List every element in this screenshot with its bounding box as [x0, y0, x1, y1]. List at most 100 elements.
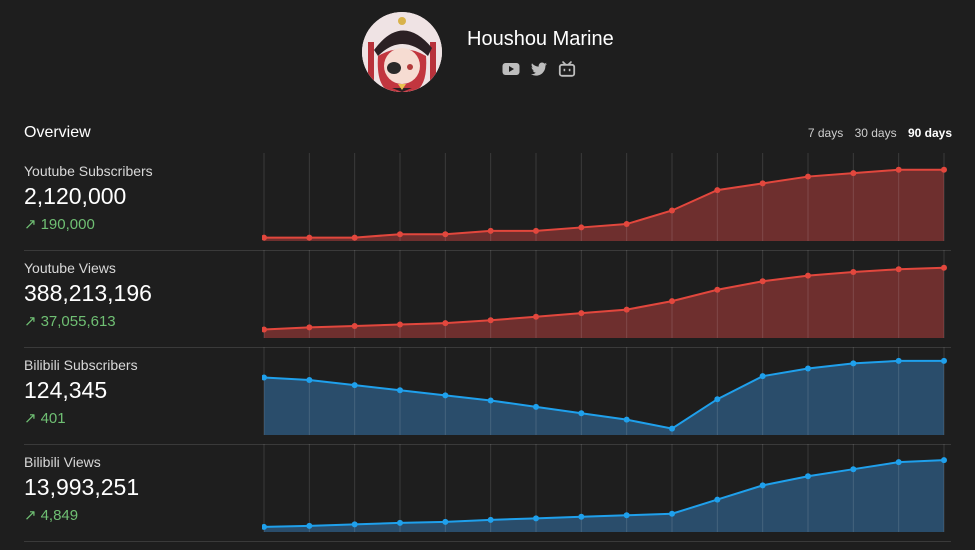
chart-point[interactable] — [941, 166, 947, 173]
stat-delta-value: 190,000 — [40, 216, 95, 233]
stat-delta-value: 37,055,613 — [40, 313, 116, 330]
chart-point[interactable] — [351, 234, 358, 241]
chart-point[interactable] — [759, 482, 766, 489]
stat-label: Youtube Views — [24, 260, 116, 276]
chart-point[interactable] — [714, 396, 721, 403]
chart-point[interactable] — [262, 326, 267, 333]
chart-point[interactable] — [805, 473, 811, 480]
chart-point[interactable] — [759, 278, 766, 285]
chart-point[interactable] — [578, 310, 585, 317]
area-chart — [262, 444, 947, 532]
chart-point[interactable] — [714, 286, 721, 293]
chart-point[interactable] — [623, 306, 630, 313]
chart-line — [263, 459, 945, 528]
chart-area — [264, 267, 944, 338]
chart-point[interactable] — [895, 459, 902, 466]
chart-point[interactable] — [397, 519, 403, 526]
chart-point[interactable] — [669, 510, 675, 517]
chart-point[interactable] — [306, 324, 313, 331]
range-7-days[interactable]: 7 days — [807, 126, 844, 140]
stat-delta: ↗ 401 — [24, 409, 66, 427]
chart-point[interactable] — [759, 373, 766, 380]
avatar[interactable] — [362, 12, 442, 92]
chart-point[interactable] — [533, 403, 539, 410]
chart-point[interactable] — [487, 516, 494, 523]
chart-point[interactable] — [850, 269, 857, 276]
chart-point[interactable] — [397, 231, 403, 238]
chart-point[interactable] — [623, 221, 630, 228]
stat-label: Bilibili Views — [24, 454, 101, 470]
chart-point[interactable] — [895, 357, 902, 364]
stat-chart[interactable] — [262, 347, 951, 439]
stat-label: Bilibili Subscribers — [24, 357, 138, 373]
chart-point[interactable] — [533, 313, 539, 320]
chart-point[interactable] — [714, 496, 721, 503]
chart-point[interactable] — [442, 320, 449, 327]
stat-chart[interactable] — [262, 250, 951, 342]
stat-chart[interactable] — [262, 444, 951, 536]
chart-point[interactable] — [487, 397, 494, 404]
trend-up-icon: ↗ — [24, 216, 37, 233]
stat-label: Youtube Subscribers — [24, 163, 153, 179]
range-90-days[interactable]: 90 days — [907, 126, 952, 140]
chart-point[interactable] — [669, 207, 675, 214]
chart-point[interactable] — [533, 227, 539, 234]
chart-line — [263, 266, 945, 331]
chart-point[interactable] — [487, 317, 494, 324]
chart-point[interactable] — [714, 187, 721, 194]
area-chart — [262, 250, 947, 338]
range-30-days[interactable]: 30 days — [854, 126, 897, 140]
chart-point[interactable] — [805, 173, 811, 180]
stat-value: 2,120,000 — [24, 183, 127, 209]
chart-point[interactable] — [578, 410, 585, 417]
chart-point[interactable] — [895, 166, 902, 173]
chart-point[interactable] — [941, 457, 947, 464]
chart-point[interactable] — [397, 321, 403, 328]
stat-row-youtube-subscribers: Youtube Subscribers 2,120,000 ↗ 190,000 — [24, 153, 951, 251]
chart-line — [264, 168, 944, 239]
chart-point[interactable] — [262, 234, 267, 241]
chart-point[interactable] — [895, 266, 902, 273]
chart-point[interactable] — [669, 425, 675, 432]
chart-point[interactable] — [805, 365, 811, 372]
chart-point[interactable] — [623, 416, 630, 423]
chart-point[interactable] — [442, 231, 449, 238]
youtube-icon[interactable] — [502, 60, 520, 78]
chart-point[interactable] — [850, 170, 857, 177]
chart-area — [264, 169, 944, 241]
chart-point[interactable] — [351, 322, 358, 329]
stat-delta: ↗ 190,000 — [24, 215, 95, 233]
chart-point[interactable] — [442, 392, 449, 399]
chart-point[interactable] — [578, 224, 585, 231]
chart-point[interactable] — [805, 272, 811, 279]
stat-delta-value: 4,849 — [40, 507, 79, 524]
chart-point[interactable] — [578, 513, 585, 520]
chart-point[interactable] — [442, 518, 449, 525]
trend-up-icon: ↗ — [24, 410, 37, 427]
profile-header: Houshou Marine — [362, 12, 782, 92]
chart-point[interactable] — [941, 357, 947, 364]
avatar-image — [362, 12, 442, 92]
chart-point[interactable] — [850, 466, 857, 473]
chart-point[interactable] — [306, 377, 313, 384]
chart-point[interactable] — [397, 387, 403, 394]
chart-point[interactable] — [623, 512, 630, 519]
chart-point[interactable] — [306, 522, 313, 529]
chart-point[interactable] — [941, 264, 947, 271]
chart-point[interactable] — [487, 227, 494, 234]
chart-point[interactable] — [262, 523, 267, 530]
chart-point[interactable] — [759, 180, 766, 187]
chart-point[interactable] — [262, 374, 267, 381]
stat-row-youtube-views: Youtube Views 388,213,196 ↗ 37,055,613 — [24, 250, 951, 348]
chart-point[interactable] — [850, 360, 857, 367]
bilibili-icon[interactable] — [558, 60, 576, 78]
chart-point[interactable] — [351, 521, 358, 528]
chart-point[interactable] — [351, 382, 358, 389]
chart-point[interactable] — [533, 515, 539, 522]
twitter-icon[interactable] — [530, 60, 548, 78]
chart-point[interactable] — [669, 298, 675, 305]
chart-area — [264, 460, 944, 532]
chart-point[interactable] — [306, 234, 313, 241]
stat-chart[interactable] — [262, 153, 951, 245]
area-chart — [262, 153, 947, 241]
